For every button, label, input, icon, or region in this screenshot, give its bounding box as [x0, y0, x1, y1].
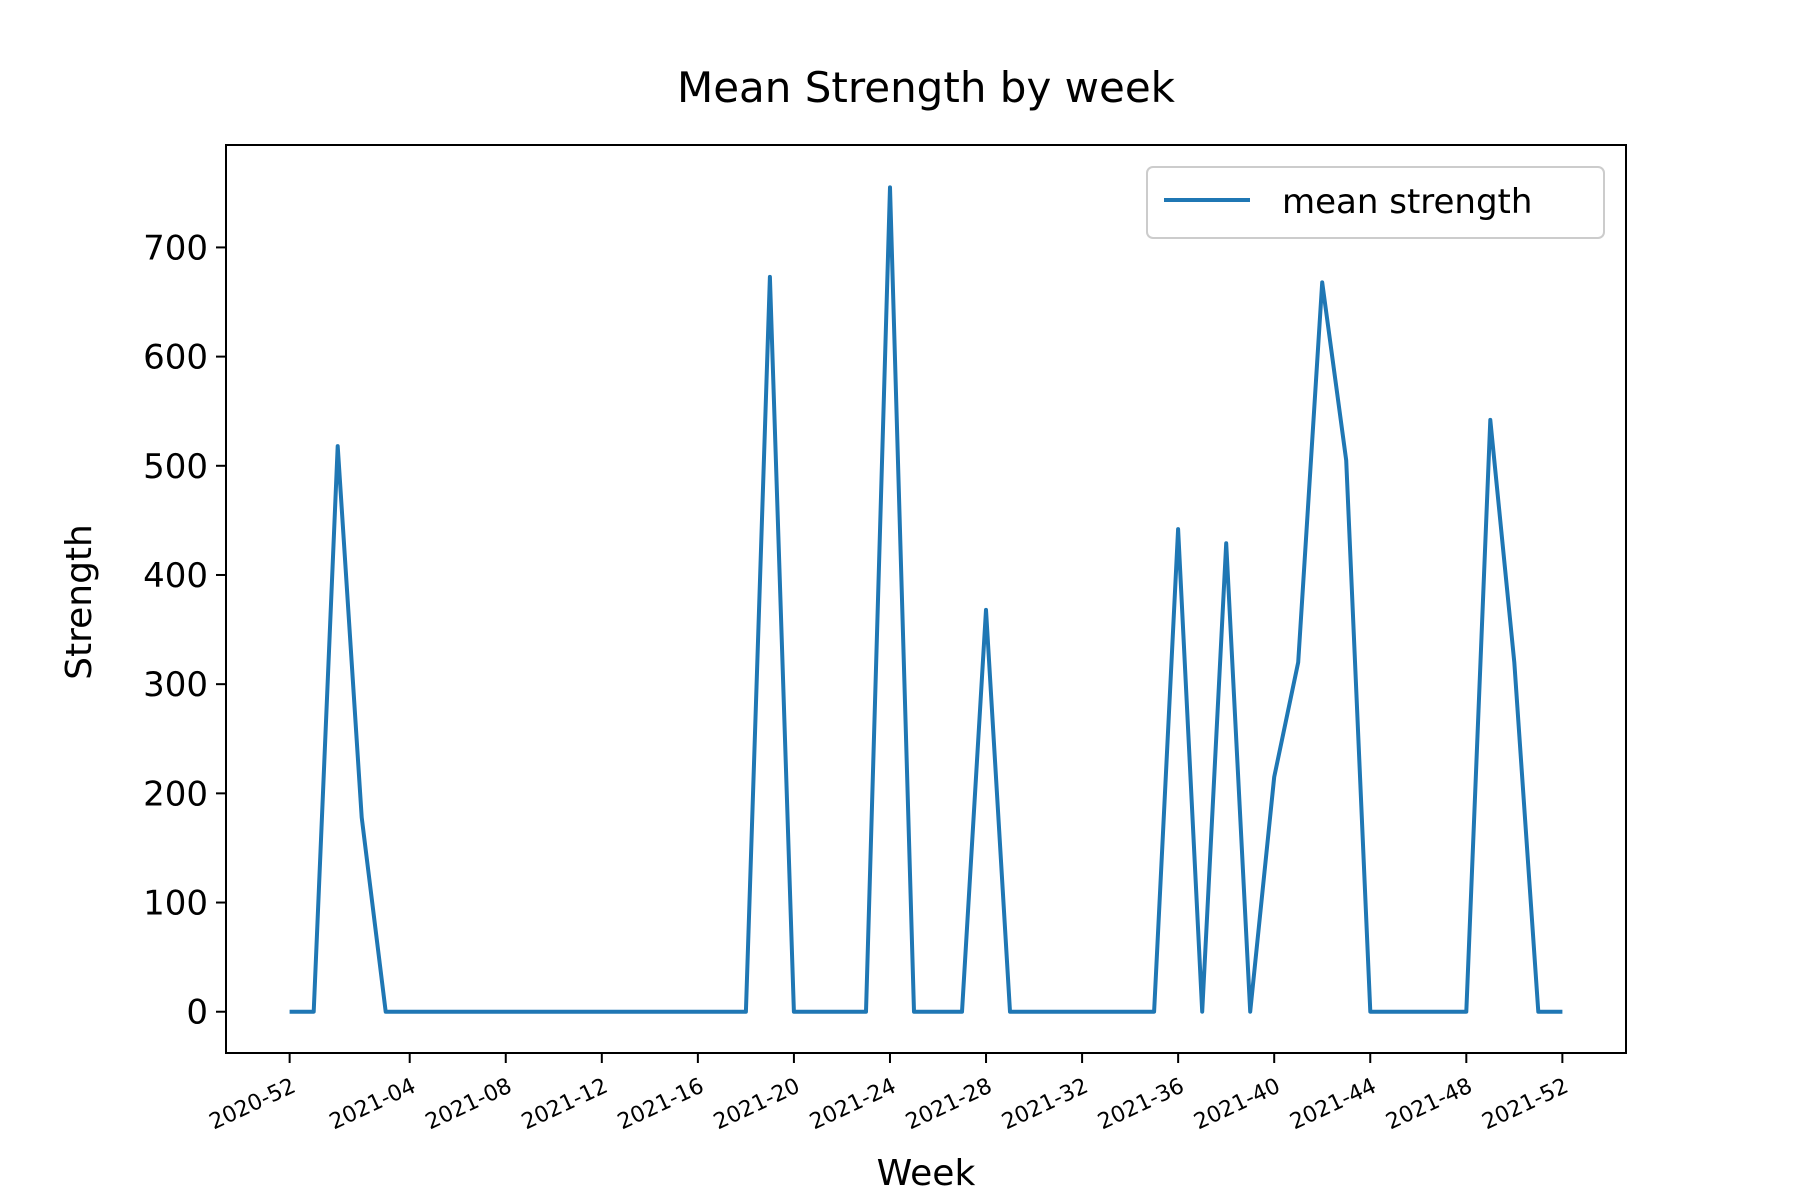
- x-tick-label: 2020-52: [206, 1074, 300, 1136]
- x-tick-label: 2021-32: [998, 1074, 1092, 1136]
- y-axis: 0 100 200 300 400 500 600 700: [143, 228, 226, 1033]
- x-tick-label: 2021-28: [902, 1074, 996, 1136]
- plot-frame: [225, 144, 1627, 1054]
- x-tick-label: 2021-04: [326, 1074, 420, 1136]
- y-tick-label: 500: [143, 447, 208, 487]
- x-axis: 2020-52 2021-04 2021-08 2021-12 2021-16 2021-…: [206, 1053, 1572, 1136]
- y-tick-label: 700: [143, 228, 208, 268]
- x-tick-label: 2021-08: [422, 1074, 516, 1136]
- x-tick-label: 2021-36: [1094, 1074, 1188, 1136]
- y-axis-label: Strength: [59, 524, 100, 680]
- x-tick-label: 2021-20: [710, 1074, 804, 1136]
- chart-title: Mean Strength by week: [677, 63, 1176, 112]
- x-tick-label: 2021-52: [1478, 1074, 1572, 1136]
- series-line-mean-strength: [289, 185, 1563, 1014]
- x-tick-label: 2021-12: [518, 1074, 612, 1136]
- y-tick-label: 200: [143, 774, 208, 814]
- x-tick-label: 2021-24: [806, 1074, 900, 1136]
- x-tick-label: 2021-44: [1286, 1074, 1380, 1136]
- plot-series: [289, 185, 1563, 1014]
- y-tick-label: 0: [186, 993, 208, 1033]
- legend-label-mean-strength: mean strength: [1282, 182, 1532, 222]
- y-tick-label: 600: [143, 338, 208, 378]
- y-tick-label: 300: [143, 665, 208, 705]
- legend-box: [1146, 166, 1605, 239]
- x-axis-label: Week: [877, 1153, 976, 1194]
- x-tick-label: 2021-16: [614, 1074, 708, 1136]
- x-tick-label: 2021-48: [1382, 1074, 1476, 1136]
- x-tick-label: 2021-40: [1190, 1074, 1284, 1136]
- y-tick-label: 100: [143, 884, 208, 924]
- legend: mean strength: [1146, 166, 1605, 239]
- y-tick-label: 400: [143, 556, 208, 596]
